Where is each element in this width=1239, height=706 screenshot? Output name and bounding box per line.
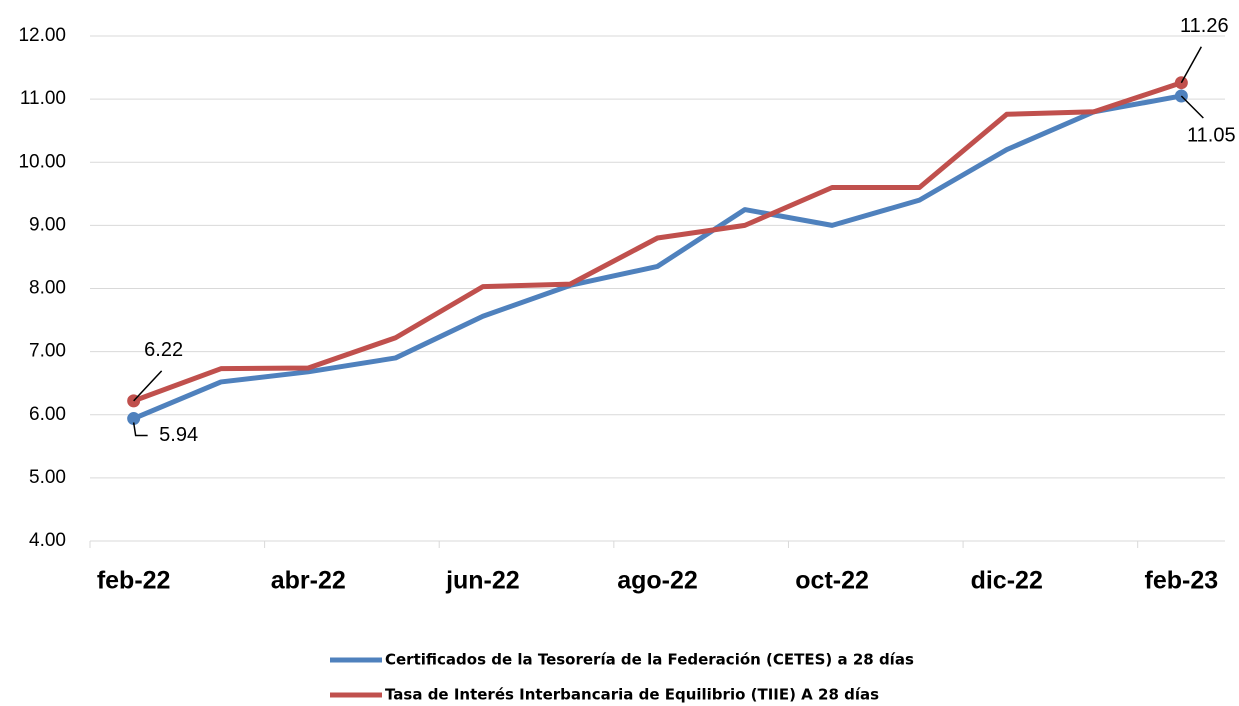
x-tick-label: oct-22 <box>795 567 869 595</box>
x-tick-label: jun-22 <box>445 567 520 595</box>
y-tick-label: 12.00 <box>18 25 66 46</box>
y-tick-label: 5.00 <box>29 467 66 488</box>
x-tick-label: feb-22 <box>97 567 171 595</box>
y-tick-label: 6.00 <box>29 404 66 425</box>
x-tick-label: dic-22 <box>971 567 1043 595</box>
y-tick-label: 11.00 <box>20 88 66 109</box>
data-label: 5.94 <box>159 424 198 446</box>
x-tick-label: ago-22 <box>617 567 698 595</box>
leader-line <box>132 422 148 437</box>
y-tick-label: 8.00 <box>29 278 66 299</box>
line-series <box>132 80 1183 404</box>
y-tick-label: 7.00 <box>29 341 66 362</box>
line-series <box>132 93 1182 421</box>
x-tick-label: feb-23 <box>1145 567 1219 595</box>
legend-label: Certificados de la Tesorería de la Feder… <box>385 651 914 669</box>
data-label: 11.05 <box>1187 124 1236 146</box>
x-tick-label: abr-22 <box>271 567 346 595</box>
y-tick-label: 4.00 <box>29 530 66 551</box>
leader-line <box>1180 46 1203 84</box>
y-tick-label: 10.00 <box>18 151 66 172</box>
data-label: 6.22 <box>144 339 183 361</box>
data-label: 11.26 <box>1180 15 1229 37</box>
leader-line <box>133 370 163 402</box>
legend-label: Tasa de Interés Interbancaria de Equilib… <box>385 686 879 704</box>
leader-line <box>1180 95 1204 119</box>
y-tick-label: 9.00 <box>29 214 66 235</box>
